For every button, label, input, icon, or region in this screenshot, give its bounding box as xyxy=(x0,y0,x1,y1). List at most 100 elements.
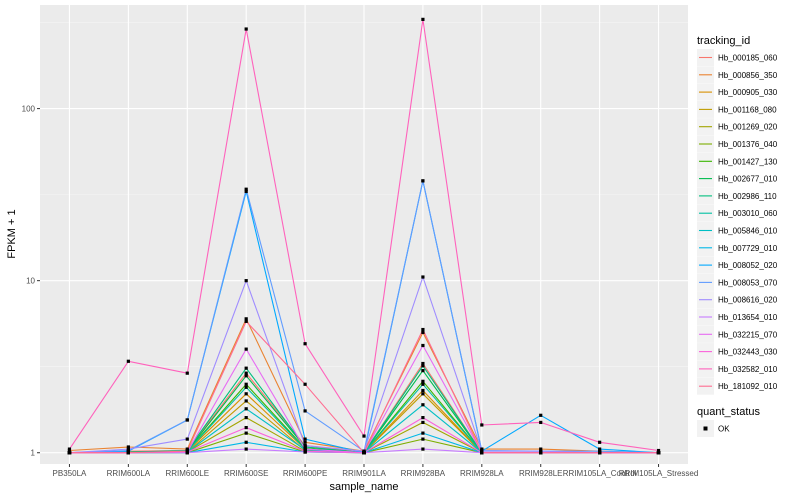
data-point xyxy=(656,448,661,453)
data-point xyxy=(421,275,425,279)
legend-label: Hb_001269_020 xyxy=(718,123,778,132)
data-point xyxy=(126,451,130,455)
data-point xyxy=(362,434,366,438)
data-point xyxy=(598,440,602,444)
data-point xyxy=(421,361,425,366)
x-tick-label: PB350LA xyxy=(53,469,87,478)
data-point xyxy=(480,423,484,427)
data-point xyxy=(244,187,248,191)
y-tick-label: 1 xyxy=(31,449,36,458)
data-point xyxy=(126,445,130,449)
legend-label: Hb_000905_030 xyxy=(718,88,778,97)
data-point xyxy=(185,371,189,375)
x-tick-label: RRIM928BA xyxy=(401,469,446,478)
legend-label: Hb_032443_030 xyxy=(718,348,778,357)
data-point xyxy=(362,451,366,455)
y-axis-title: FPKM + 1 xyxy=(6,209,18,258)
data-point xyxy=(244,440,248,444)
x-tick-label: RRIM600LA xyxy=(107,469,151,478)
x-axis: PB350LA RRIM600LA RRIM600LE RRIM600SE RRIM60… xyxy=(53,464,699,478)
data-point xyxy=(598,447,602,451)
data-point xyxy=(421,17,425,21)
data-point xyxy=(244,374,248,378)
y-tick-label: 10 xyxy=(26,277,35,286)
data-point xyxy=(244,27,248,31)
data-point xyxy=(421,420,425,425)
data-point xyxy=(67,447,72,451)
data-point xyxy=(244,347,248,351)
legend: tracking_id Hb_000185_060 Hb_000856_350 Hb… xyxy=(697,35,778,437)
data-point xyxy=(244,416,248,420)
data-point xyxy=(303,409,307,413)
data-point xyxy=(421,364,425,368)
y-axis: 1 10 100 xyxy=(22,105,40,458)
major-gridlines xyxy=(40,5,688,464)
data-point xyxy=(244,425,248,430)
x-tick-label: RRIM600SE xyxy=(224,469,268,478)
data-point xyxy=(244,279,248,283)
legend-label: Hb_003010_060 xyxy=(718,209,778,218)
legend-label: Hb_001168_080 xyxy=(718,105,777,114)
legend-label: Hb_002677_010 xyxy=(718,175,778,184)
data-point xyxy=(244,385,248,389)
legend-label: Hb_032582_010 xyxy=(718,365,778,374)
data-point xyxy=(303,437,307,441)
data-point xyxy=(244,447,248,451)
legend-label: Hb_008053_070 xyxy=(718,278,778,287)
data-point xyxy=(421,327,425,332)
legend-label: Hb_002986_110 xyxy=(718,192,777,201)
data-point xyxy=(244,382,248,386)
data-point xyxy=(244,399,248,403)
data-point xyxy=(421,388,425,393)
legend-label: Hb_032215_070 xyxy=(718,330,778,339)
legend-label: Hb_008616_020 xyxy=(718,296,778,305)
data-point xyxy=(421,330,425,335)
data-point xyxy=(303,444,307,448)
x-tick-label: RRIM105LA_Stressed xyxy=(619,469,699,478)
x-tick-label: RRIM901LA xyxy=(342,469,386,478)
legend-label: Hb_013654_010 xyxy=(718,313,778,322)
data-point xyxy=(67,451,72,455)
legend-label: Hb_008052_020 xyxy=(718,261,778,270)
data-point xyxy=(185,418,189,422)
quant-status-key-point xyxy=(703,426,708,431)
x-tick-label: RRIM600LE xyxy=(165,469,209,478)
data-point xyxy=(480,451,484,455)
data-point xyxy=(539,451,543,455)
data-point xyxy=(421,403,425,407)
data-point xyxy=(598,451,602,455)
data-point xyxy=(244,319,248,323)
data-point xyxy=(303,447,307,451)
data-point xyxy=(244,392,248,396)
data-point xyxy=(244,317,248,321)
legend-label: Hb_001376_040 xyxy=(718,140,778,149)
data-point xyxy=(421,416,425,420)
y-tick-label: 100 xyxy=(22,105,36,114)
data-point xyxy=(421,431,425,435)
data-point xyxy=(421,392,425,396)
data-point xyxy=(539,447,543,451)
data-point xyxy=(421,382,425,386)
data-point xyxy=(656,451,661,455)
x-tick-label: RRIM928LE xyxy=(519,469,563,478)
data-point xyxy=(126,447,130,451)
data-point xyxy=(539,420,543,425)
legend-label: Hb_000856_350 xyxy=(718,71,778,80)
legend-title: tracking_id xyxy=(697,35,750,47)
data-point xyxy=(303,382,307,386)
legend-label: Hb_007729_010 xyxy=(718,244,778,253)
legend-label: Hb_005846_010 xyxy=(718,227,778,236)
data-point xyxy=(126,359,130,363)
data-point xyxy=(303,449,307,453)
data-point xyxy=(421,369,425,373)
legend-label: Hb_000185_060 xyxy=(718,54,778,63)
x-tick-label: RRIM105LA_Control xyxy=(563,469,637,478)
data-point xyxy=(244,189,248,194)
x-tick-label: RRIM600PE xyxy=(283,469,327,478)
data-point xyxy=(421,447,425,451)
x-axis-title: sample_name xyxy=(329,481,398,493)
data-point xyxy=(421,437,425,441)
data-point xyxy=(244,371,248,375)
data-point xyxy=(244,431,248,435)
legend-label: Hb_181092_010 xyxy=(718,382,778,391)
